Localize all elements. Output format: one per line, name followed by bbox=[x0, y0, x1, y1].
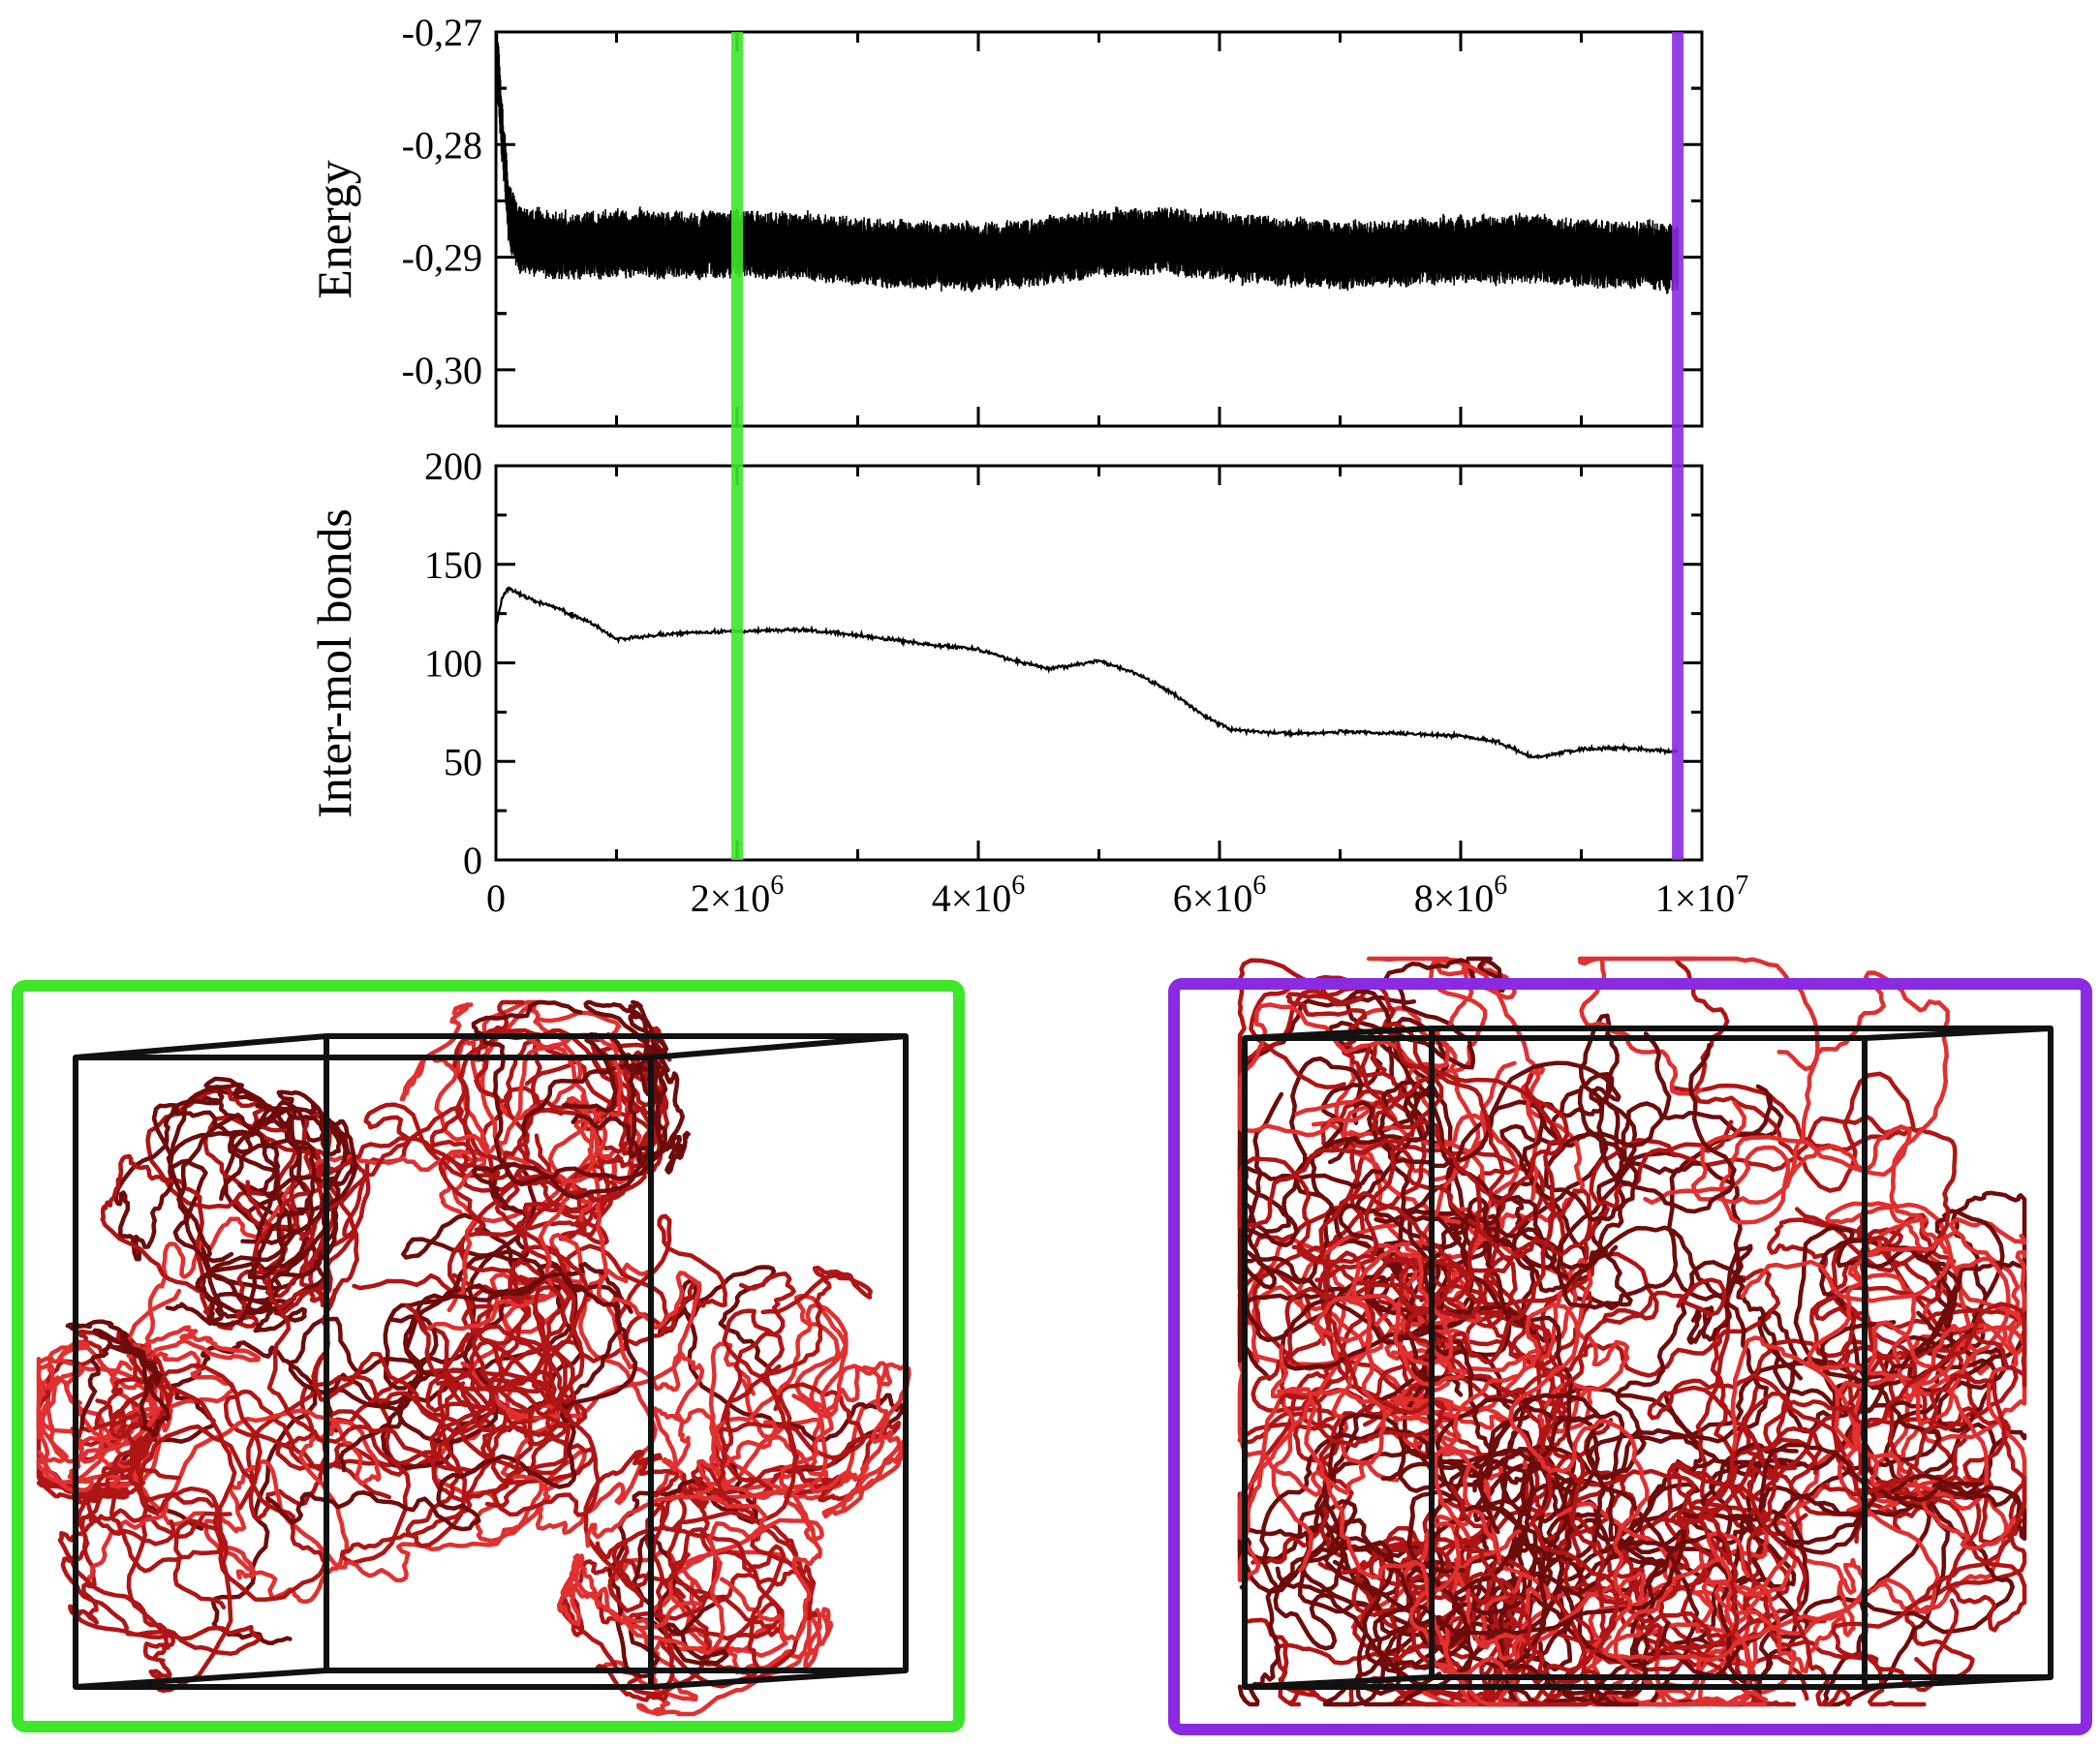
bonds-trace bbox=[496, 588, 1678, 757]
bonds-y-tick-label: 50 bbox=[444, 740, 482, 783]
snapshot-early-chain bbox=[600, 1497, 784, 1687]
snapshot-late-polymer bbox=[1240, 959, 2024, 1704]
bonds-y-tick-label: 0 bbox=[463, 839, 482, 882]
energy-y-tick-label: -0,30 bbox=[402, 349, 482, 392]
snapshot-late bbox=[1174, 959, 2086, 1730]
bonds-x-ticks: 0 2×106 4×106 6×106 8×106 1×107 bbox=[486, 466, 1748, 920]
bonds-x-tick-label: 8×106 bbox=[1414, 871, 1508, 920]
energy-y-axis-label: Energy bbox=[307, 160, 361, 298]
energy-y-tick-label: -0,27 bbox=[402, 11, 482, 54]
bonds-x-tick-label: 0 bbox=[486, 876, 506, 920]
snapshot-early-chain bbox=[63, 1515, 231, 1691]
energy-y-tick-label: -0,28 bbox=[402, 123, 482, 167]
bonds-series-line bbox=[496, 588, 1678, 757]
bonds-x-tick-label: 6×106 bbox=[1173, 871, 1267, 920]
energy-series-line bbox=[496, 34, 1678, 294]
bonds-y-tick-label: 100 bbox=[424, 642, 482, 686]
bonds-x-tick-label: 2×106 bbox=[691, 871, 785, 920]
bonds-y-tick-label: 200 bbox=[424, 444, 482, 488]
snapshot-early-polymer bbox=[39, 1002, 910, 1714]
bonds-x-tick-label: 4×106 bbox=[932, 871, 1026, 920]
bonds-y-tick-label: 150 bbox=[424, 543, 482, 587]
snapshot-early-box-edge bbox=[76, 1036, 326, 1057]
energy-trace bbox=[496, 32, 1678, 294]
bonds-y-ticks: 0 50 100 150 200 bbox=[424, 444, 1702, 882]
bonds-plot-frame bbox=[496, 466, 1702, 860]
snapshot-early-box-edge bbox=[651, 1036, 906, 1057]
energy-y-tick-label: -0,29 bbox=[402, 236, 482, 280]
bonds-x-tick-label: 1×107 bbox=[1655, 871, 1749, 920]
energy-y-ticks: -0,27 -0,28 -0,29 -0,30 bbox=[402, 11, 1702, 392]
time-markers bbox=[737, 32, 1678, 860]
bonds-y-axis-label: Inter-mol bonds bbox=[307, 508, 361, 818]
energy-plot: -0,27 -0,28 -0,29 -0,30 Energy bbox=[307, 11, 1702, 426]
snapshot-late-chain bbox=[1650, 1375, 1957, 1690]
snapshot-early bbox=[17, 986, 959, 1727]
